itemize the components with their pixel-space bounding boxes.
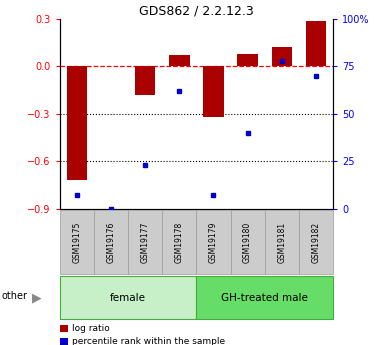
- Text: percentile rank within the sample: percentile rank within the sample: [72, 337, 225, 345]
- Bar: [306, 21, 326, 66]
- Text: GSM19178: GSM19178: [175, 222, 184, 263]
- Bar: [203, 66, 224, 117]
- Bar: [237, 54, 258, 66]
- Text: GH-treated male: GH-treated male: [221, 293, 308, 303]
- Bar: [135, 66, 155, 95]
- Text: GSM19175: GSM19175: [72, 222, 81, 263]
- Text: GSM19182: GSM19182: [311, 222, 320, 263]
- Bar: [169, 55, 189, 66]
- Text: log ratio: log ratio: [72, 324, 110, 333]
- Text: female: female: [110, 293, 146, 303]
- Text: GSM19176: GSM19176: [106, 222, 115, 263]
- Text: GSM19180: GSM19180: [243, 222, 252, 263]
- Text: GSM19181: GSM19181: [277, 222, 286, 263]
- Text: ▶: ▶: [32, 291, 42, 304]
- Title: GDS862 / 2.2.12.3: GDS862 / 2.2.12.3: [139, 5, 254, 18]
- Bar: [271, 47, 292, 66]
- Text: other: other: [2, 291, 28, 301]
- Text: GSM19177: GSM19177: [141, 222, 150, 263]
- Text: GSM19179: GSM19179: [209, 222, 218, 263]
- Bar: [67, 66, 87, 180]
